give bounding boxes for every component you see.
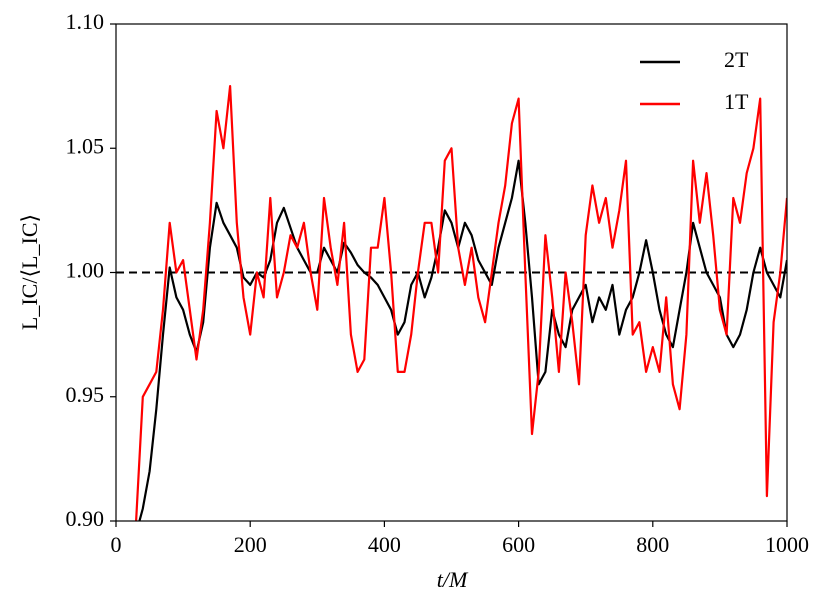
y-tick-label: 1.10 <box>66 9 105 34</box>
y-tick-label: 0.95 <box>66 382 105 407</box>
y-tick-label: 1.05 <box>66 133 105 158</box>
data-line <box>138 159 787 521</box>
legend-label: 2T <box>724 47 749 72</box>
data-line <box>135 85 787 521</box>
y-axis-label: L_IC/⟨L_IC⟩ <box>17 214 42 330</box>
y-tick-label: 1.00 <box>66 258 105 283</box>
plot-area <box>116 85 787 521</box>
plot-frame <box>115 23 788 522</box>
x-tick-label: 600 <box>502 532 535 557</box>
x-tick-label: 200 <box>234 532 267 557</box>
x-tick-label: 800 <box>636 532 669 557</box>
y-tick-label: 0.90 <box>66 506 105 531</box>
x-axis-label: t/M <box>437 567 469 592</box>
x-tick-label: 400 <box>368 532 401 557</box>
x-tick-label: 0 <box>111 532 122 557</box>
x-tick-label: 1000 <box>765 532 809 557</box>
legend-label: 1T <box>724 89 749 114</box>
